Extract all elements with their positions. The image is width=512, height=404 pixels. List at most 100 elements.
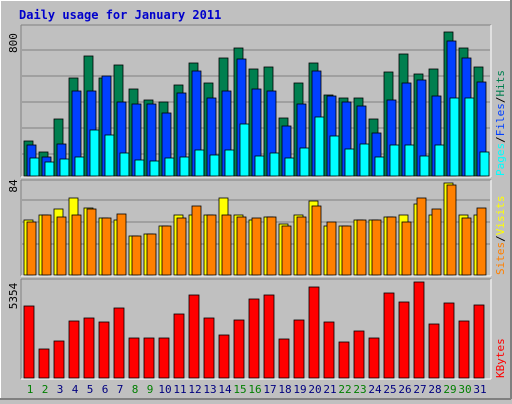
bar-kbytes-day-27: [413, 281, 425, 379]
legend-top-part-1: /: [494, 136, 507, 143]
bar-pages-day-29: [449, 97, 460, 177]
bar-pages-day-28: [434, 144, 445, 177]
x-label-day-7: 7: [117, 383, 124, 396]
x-label-day-19: 19: [293, 383, 306, 396]
bar-kbytes-day-18: [278, 338, 290, 379]
bar-kbytes-day-16: [248, 298, 260, 379]
bar-kbytes-day-9: [143, 337, 155, 379]
bottom-ymax-label: 5354: [7, 282, 20, 309]
bar-pages-day-15: [239, 123, 250, 177]
bar-kbytes-day-2: [38, 348, 50, 379]
bar-sites-day-19: [296, 216, 307, 276]
bar-kbytes-day-7: [113, 307, 125, 379]
bar-kbytes-day-10: [158, 337, 170, 379]
bar-kbytes-day-31: [473, 304, 485, 379]
bar-pages-day-24: [374, 156, 385, 177]
legend-bottom-part-0: KBytes: [494, 338, 507, 378]
legend-bottom: KBytes: [494, 338, 507, 378]
bar-pages-day-5: [89, 129, 100, 177]
bar-sites-day-4: [71, 214, 82, 276]
bar-kbytes-day-12: [188, 294, 200, 379]
bar-kbytes-day-29: [443, 302, 455, 379]
legend-middle-part-1: /: [494, 235, 507, 242]
x-label-day-16: 16: [248, 383, 261, 396]
top-ymax-label: 800: [7, 33, 20, 53]
chart-title: Daily usage for January 2011: [19, 8, 221, 22]
bar-pages-day-27: [419, 155, 430, 177]
bar-kbytes-day-30: [458, 320, 470, 379]
legend-middle-part-0: Sites: [494, 242, 507, 275]
bar-pages-day-11: [179, 156, 190, 177]
x-label-day-29: 29: [443, 383, 456, 396]
bar-pages-day-1: [29, 157, 40, 177]
bar-kbytes-day-24: [368, 337, 380, 379]
bar-sites-day-15: [236, 216, 247, 276]
bar-pages-day-26: [404, 144, 415, 177]
bar-kbytes-day-8: [128, 337, 140, 379]
legend-middle-part-2: Visits: [494, 196, 507, 236]
bar-sites-day-3: [56, 216, 67, 276]
bar-sites-day-13: [206, 214, 217, 276]
legend-middle: Sites/Visits: [494, 196, 507, 276]
bar-kbytes-day-14: [218, 334, 230, 379]
chart-bars: [23, 31, 490, 379]
bar-kbytes-day-23: [353, 330, 365, 379]
bar-pages-day-14: [224, 149, 235, 177]
bar-sites-day-31: [476, 207, 487, 276]
x-label-day-8: 8: [132, 383, 139, 396]
legend-top-part-3: /: [494, 97, 507, 104]
x-label-day-30: 30: [458, 383, 471, 396]
bar-kbytes-day-17: [263, 294, 275, 379]
bar-sites-day-20: [311, 205, 322, 276]
legend-top: Pages/Files/Hits: [494, 70, 507, 176]
bar-sites-day-17: [266, 216, 277, 276]
x-label-day-12: 12: [188, 383, 201, 396]
bar-sites-day-27: [416, 197, 427, 276]
x-label-day-21: 21: [323, 383, 336, 396]
bar-sites-day-10: [161, 225, 172, 276]
bar-sites-day-23: [356, 219, 367, 276]
x-label-day-18: 18: [278, 383, 291, 396]
bar-pages-day-2: [44, 161, 55, 177]
bar-sites-day-9: [146, 233, 157, 276]
x-label-day-27: 27: [413, 383, 426, 396]
x-label-day-26: 26: [398, 383, 411, 396]
bar-kbytes-day-4: [68, 320, 80, 379]
x-label-day-24: 24: [368, 383, 382, 396]
x-label-day-10: 10: [158, 383, 171, 396]
bar-pages-day-18: [284, 157, 295, 177]
x-label-day-23: 23: [353, 383, 366, 396]
x-label-day-28: 28: [428, 383, 441, 396]
bar-kbytes-day-15: [233, 319, 245, 379]
bar-pages-day-6: [104, 134, 115, 177]
x-label-day-9: 9: [147, 383, 154, 396]
x-axis-day-labels: 1 2 3 4 5 6 7 8 9 10 11 12 13 14 15 16 17 18 19 20 21 22 23 24 2…: [27, 383, 487, 396]
legend-top-part-0: Pages: [494, 143, 507, 176]
bar-pages-day-7: [119, 152, 130, 177]
bar-kbytes-day-19: [293, 319, 305, 379]
legend-top-part-4: Hits: [494, 70, 507, 97]
bar-kbytes-day-28: [428, 323, 440, 379]
bar-sites-day-7: [116, 213, 127, 276]
x-label-day-20: 20: [308, 383, 321, 396]
bar-pages-day-3: [59, 158, 70, 177]
bar-sites-day-6: [101, 217, 112, 276]
bar-sites-day-14: [221, 214, 232, 276]
bar-pages-day-8: [134, 159, 145, 177]
bar-kbytes-day-25: [383, 292, 395, 379]
bar-pages-day-13: [209, 154, 220, 177]
bar-pages-day-17: [269, 152, 280, 177]
bar-sites-day-28: [431, 208, 442, 276]
bar-sites-day-2: [41, 214, 52, 276]
bar-kbytes-day-1: [23, 305, 35, 379]
bar-sites-day-16: [251, 217, 262, 276]
x-label-day-5: 5: [87, 383, 94, 396]
bar-sites-day-21: [326, 221, 337, 276]
x-label-day-2: 2: [42, 383, 49, 396]
x-label-day-25: 25: [383, 383, 396, 396]
bar-sites-day-30: [461, 217, 472, 276]
x-label-day-31: 31: [473, 383, 486, 396]
bar-pages-day-4: [74, 156, 85, 177]
bar-kbytes-day-3: [53, 340, 65, 379]
